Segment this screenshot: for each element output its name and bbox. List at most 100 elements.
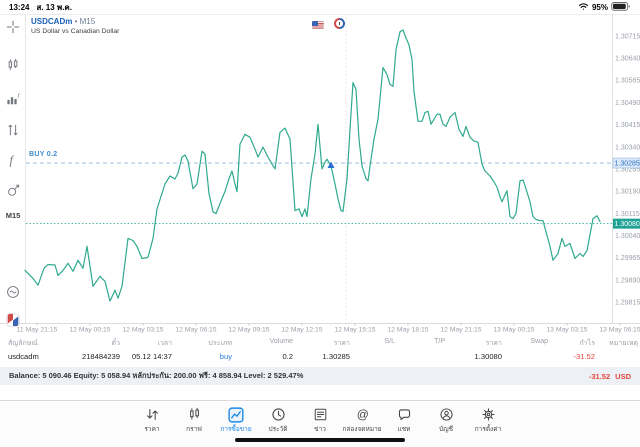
- x-axis-tick-label: 12 May 03:15: [122, 327, 163, 334]
- y-axis-tick-label: 1.30565: [615, 78, 640, 85]
- svg-text:f: f: [17, 93, 20, 100]
- status-date: ส. 13 พ.ค.: [36, 3, 72, 12]
- position-sl: [350, 352, 395, 365]
- x-axis-tick-label: 12 May 21:15: [440, 327, 481, 334]
- position-symbol: usdcadm: [8, 352, 39, 361]
- y-axis-tick-label: 1.30640: [615, 56, 640, 63]
- history-clock-icon: [271, 406, 286, 423]
- tab-accounts[interactable]: บัญชี: [427, 406, 465, 434]
- buy-trade-marker: [327, 161, 335, 168]
- buy-order-label: BUY 0.2: [29, 151, 58, 159]
- function-objects-icon[interactable]: f: [3, 152, 23, 168]
- news-document-icon: [313, 406, 328, 423]
- price-chart[interactable]: 1.30715 1.30640 1.30565 1.30490 1.30415 1.303…: [0, 0, 640, 335]
- y-axis-tick-label: 1.29890: [615, 277, 640, 284]
- position-time: 05.12 14:37: [131, 352, 172, 361]
- tab-charts[interactable]: กราฟ: [175, 406, 213, 434]
- chart-description: US Dollar vs Canadian Dollar: [31, 27, 120, 35]
- buy-price-axis-badge-text: 1.30285: [615, 161, 640, 168]
- x-axis-tick-label: 12 May 15:15: [334, 327, 375, 334]
- crosshair-icon[interactable]: [3, 19, 23, 35]
- y-axis-tick-label: 1.30115: [615, 211, 640, 218]
- col-comment: หมายเหตุ: [609, 340, 638, 347]
- col-swap: Swap: [530, 338, 548, 345]
- x-axis-tick-label: 12 May 18:15: [387, 327, 428, 334]
- current-price-axis-badge: [613, 218, 640, 229]
- economic-calendar-flag-icon[interactable]: [3, 312, 23, 328]
- chart-timeframe: M15: [79, 17, 96, 26]
- col-symbol: สัญลักษณ์: [8, 340, 38, 347]
- buy-price-axis-badge: [612, 157, 640, 169]
- col-open-price: ราคา: [333, 340, 350, 347]
- x-axis-tick-label: 13 May 06:15: [599, 327, 640, 334]
- x-axis-tick-label: 12 May 12:15: [281, 327, 322, 334]
- tab-mailbox[interactable]: @ กล่องจดหมาย: [342, 406, 382, 433]
- chart-separator: •: [74, 17, 78, 26]
- home-indicator: [235, 438, 405, 442]
- account-currency: USD: [615, 371, 631, 381]
- position-type: buy: [219, 352, 232, 361]
- battery-percent: 95%: [591, 3, 608, 12]
- col-volume: Volume: [269, 338, 293, 345]
- position-current-price: 1.30080: [474, 352, 502, 361]
- y-axis-tick-label: 1.29965: [615, 255, 640, 262]
- position-swap: [502, 352, 548, 365]
- wifi-icon: [578, 2, 589, 13]
- col-time: เวลา: [157, 340, 172, 347]
- x-axis-tick-label: 13 May 03:15: [546, 327, 587, 334]
- clock-wave-icon[interactable]: [3, 284, 23, 300]
- chart-header: USDCADm • M15 US Dollar vs Canadian Doll…: [31, 17, 119, 36]
- settings-gear-icon: [481, 406, 496, 423]
- graphical-objects-icon[interactable]: [3, 182, 23, 198]
- y-axis-tick-label: 1.30265: [615, 166, 640, 173]
- event-clock-icon[interactable]: [334, 18, 345, 29]
- y-axis-tick-label: 1.30040: [615, 233, 640, 240]
- tab-settings[interactable]: การตั้งค่า: [469, 406, 507, 434]
- clock-time: 13:24: [9, 3, 30, 12]
- col-profit: กำไร: [579, 340, 595, 347]
- account-summary-text: Balance: 5 090.46 Equity: 5 058.94 หลักป…: [9, 371, 304, 380]
- y-axis-tick-label: 1.29815: [615, 300, 640, 307]
- x-axis-tick-label: 12 May 09:15: [228, 327, 269, 334]
- col-ticket: ตั๋ว: [111, 340, 120, 347]
- position-profit: -31.52: [573, 352, 595, 361]
- position-row[interactable]: usdcadm 218484239 05.12 14:37 buy 0.2 1.…: [0, 352, 640, 365]
- x-axis-tick-label: 12 May 06:15: [175, 327, 216, 334]
- account-person-icon: [439, 406, 454, 423]
- tab-trade[interactable]: การซื้อขาย: [217, 406, 255, 434]
- floating-profit: -31.52: [588, 371, 611, 381]
- position-comment: [595, 352, 638, 365]
- tab-quotes[interactable]: ราคา: [133, 406, 171, 434]
- col-type: ประเภท: [208, 340, 232, 347]
- price-series-line: [24, 29, 601, 302]
- chart-type-candles-icon[interactable]: [3, 57, 23, 73]
- position-volume: 0.2: [282, 352, 293, 361]
- col-current-price: ราคา: [485, 340, 502, 347]
- x-axis-tick-label: 13 May 00:15: [493, 327, 534, 334]
- tab-history[interactable]: ประวัติ: [259, 406, 297, 434]
- chat-bubble-icon: [397, 406, 412, 423]
- position-ticket: 218484239: [81, 352, 120, 361]
- y-axis-tick-label: 1.30490: [615, 100, 640, 107]
- trade-chart-icon: [228, 406, 244, 423]
- timeframe-badge[interactable]: M15: [5, 211, 21, 220]
- candles-icon: [187, 406, 202, 423]
- indicators-icon[interactable]: f: [3, 91, 23, 107]
- col-tp: T/P: [434, 338, 445, 345]
- positions-table-header: สัญลักษณ์ ตั๋ว เวลา ประเภท Volume ราคา S…: [0, 338, 640, 350]
- y-axis-tick-label: 1.30715: [615, 33, 640, 40]
- at-sign-icon: @: [355, 406, 370, 423]
- status-bar: 13:24 ส. 13 พ.ค. 95%: [0, 0, 640, 14]
- us-flag-event-icon[interactable]: [312, 21, 324, 29]
- tab-news[interactable]: ข่าว: [301, 406, 339, 434]
- trade-levels-icon[interactable]: [3, 122, 23, 138]
- chart-symbol: USDCADm: [31, 17, 73, 26]
- svg-text:f: f: [10, 153, 15, 167]
- quotes-arrows-icon: [145, 406, 160, 423]
- tab-chat[interactable]: แชท: [385, 406, 423, 434]
- position-tp: [395, 352, 445, 365]
- svg-text:@: @: [356, 407, 368, 421]
- current-price-axis-badge-text: 1.30080: [615, 221, 640, 228]
- y-axis-tick-label: 1.30340: [615, 144, 640, 151]
